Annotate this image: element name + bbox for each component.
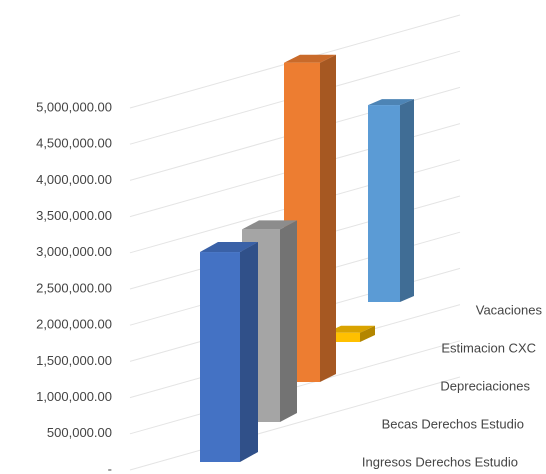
bar-side <box>280 220 297 422</box>
grid-line <box>129 376 461 471</box>
y-tick-label: 500,000.00 <box>47 425 112 440</box>
y-tick-label: 4,500,000.00 <box>36 136 112 151</box>
y-tick-label: 3,000,000.00 <box>36 244 112 259</box>
bar <box>200 252 240 462</box>
bar-side <box>400 99 414 303</box>
bar-top <box>242 220 297 230</box>
y-tick-label: 1,500,000.00 <box>36 353 112 368</box>
bar-side <box>320 54 336 382</box>
y-tick-label: 1,000,000.00 <box>36 389 112 404</box>
bar-top <box>326 325 375 333</box>
bar-side <box>240 242 258 462</box>
category-label: Estimacion CXC <box>441 340 536 355</box>
y-tick-label: - <box>108 461 112 474</box>
category-label: Becas Derechos Estudio <box>382 416 524 431</box>
y-tick-label: 2,000,000.00 <box>36 317 112 332</box>
y-tick-label: 3,500,000.00 <box>36 208 112 223</box>
category-label: Ingresos Derechos Estudio <box>362 454 518 469</box>
bar <box>326 332 360 342</box>
y-tick-label: 4,000,000.00 <box>36 172 112 187</box>
y-tick-label: 2,500,000.00 <box>36 280 112 295</box>
y-tick-label: 5,000,000.00 <box>36 99 112 114</box>
bar-top <box>368 99 414 106</box>
bar-top <box>284 54 336 63</box>
bar-side <box>360 325 375 342</box>
category-label: Depreciaciones <box>440 378 530 393</box>
bar <box>368 105 400 303</box>
bar-top <box>200 242 258 253</box>
category-label: Vacaciones <box>476 302 543 317</box>
